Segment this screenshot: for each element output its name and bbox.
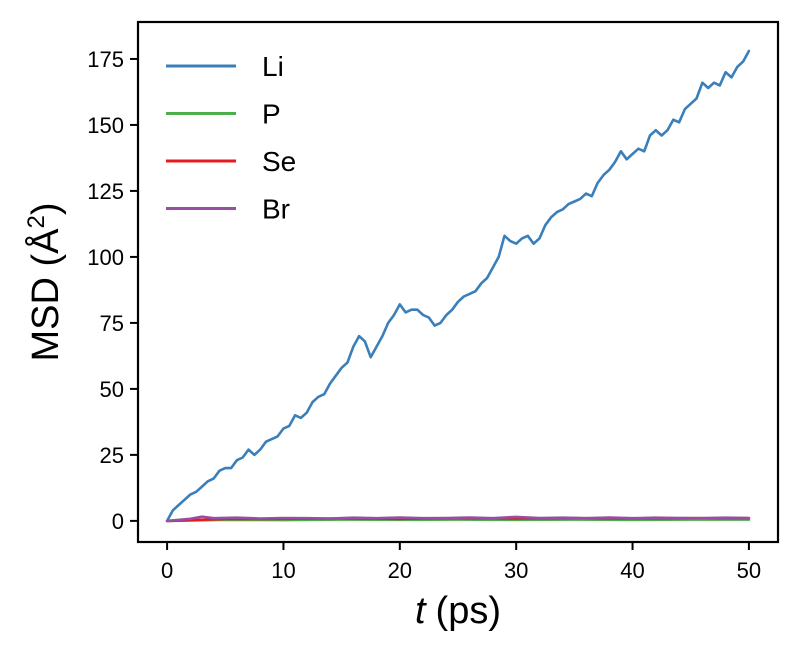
x-axis-label: t (ps) [415, 590, 501, 632]
y-axis-exponent: 2 [23, 215, 50, 228]
y-axis-text: MSD (Å [23, 228, 67, 362]
y-tick-label: 125 [87, 179, 124, 204]
x-axis: 0 10 20 30 40 50 [161, 542, 761, 583]
y-tick-label: 25 [100, 443, 124, 468]
legend-label-br: Br [262, 194, 290, 225]
y-axis-close: ) [25, 202, 67, 215]
y-tick-label: 100 [87, 245, 124, 270]
y-tick-label: 0 [112, 509, 124, 534]
plot-frame [136, 20, 780, 544]
y-axis: 0 25 50 75 100 125 150 175 [87, 47, 138, 534]
legend-label-p: P [262, 99, 281, 130]
series-line-br [165, 515, 751, 523]
x-tick-label: 20 [388, 558, 412, 583]
legend-label-li: Li [262, 51, 284, 82]
y-axis-label: MSD (Å2) [23, 202, 67, 361]
legend: Li P Se Br [166, 51, 296, 225]
x-axis-variable: t [415, 590, 427, 632]
x-tick-label: 10 [271, 558, 295, 583]
y-tick-label: 75 [100, 311, 124, 336]
x-tick-label: 30 [504, 558, 528, 583]
legend-label-se: Se [262, 146, 296, 177]
y-tick-label: 175 [87, 47, 124, 72]
y-tick-label: 50 [100, 377, 124, 402]
series-layer [165, 49, 751, 523]
series-line-li [165, 49, 751, 523]
x-axis-unit: (ps) [436, 590, 501, 632]
x-tick-label: 40 [620, 558, 644, 583]
y-tick-label: 150 [87, 113, 124, 138]
x-tick-label: 50 [737, 558, 761, 583]
x-tick-label: 0 [161, 558, 173, 583]
